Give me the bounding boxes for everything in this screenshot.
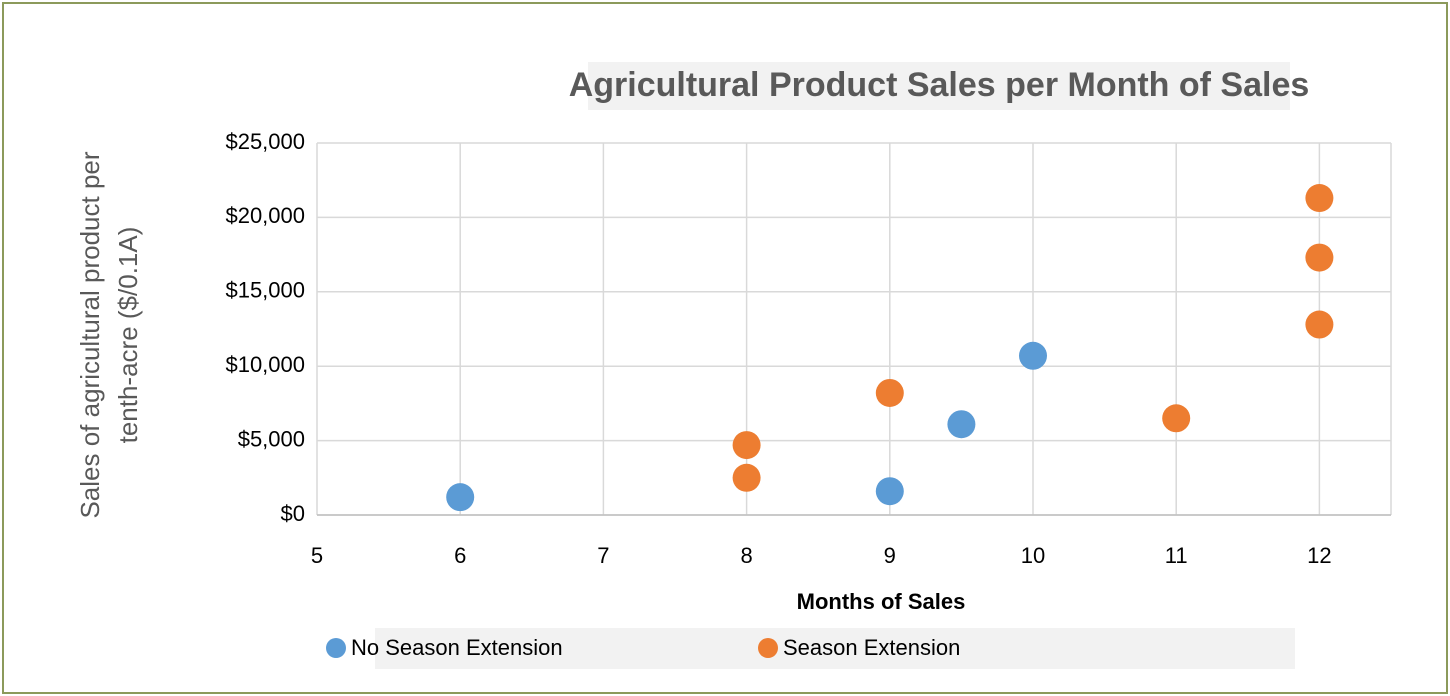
- x-tick-label: 11: [1165, 543, 1188, 568]
- point: [947, 410, 976, 439]
- y-axis-label: Sales of agricultural product per: [75, 151, 105, 518]
- chart-title: Agricultural Product Sales per Month of …: [569, 66, 1310, 104]
- point: [875, 378, 904, 407]
- x-tick-label: 6: [454, 543, 466, 568]
- x-tick-label: 10: [1021, 543, 1045, 568]
- point: [1305, 184, 1334, 213]
- y-axis-label: tenth-acre ($/0.1A): [113, 227, 143, 444]
- y-tick-label: $15,000: [225, 278, 305, 303]
- point: [732, 431, 761, 460]
- y-tick-label: $10,000: [225, 352, 305, 377]
- x-tick-label: 12: [1307, 543, 1331, 568]
- point: [732, 463, 761, 492]
- legend-label: Season Extension: [783, 635, 960, 660]
- point: [1305, 243, 1334, 272]
- y-tick-label: $25,000: [225, 129, 305, 154]
- y-tick-label: $0: [281, 501, 305, 526]
- title-box: [588, 62, 1290, 110]
- x-tick-label: 5: [311, 543, 323, 568]
- point: [1162, 404, 1191, 433]
- y-tick-label: $20,000: [225, 203, 305, 228]
- legend-box: [375, 628, 1295, 669]
- legend-label: No Season Extension: [351, 635, 563, 660]
- point: [875, 477, 904, 506]
- x-axis-label: Months of Sales: [797, 589, 966, 614]
- x-tick-label: 7: [597, 543, 609, 568]
- x-tick-label: 9: [884, 543, 896, 568]
- point: [446, 483, 475, 512]
- x-tick-label: 8: [740, 543, 752, 568]
- point: [1019, 341, 1047, 370]
- legend-swatch: [758, 638, 778, 658]
- point: [1305, 310, 1334, 339]
- y-tick-label: $5,000: [238, 426, 305, 451]
- legend-swatch: [326, 638, 346, 658]
